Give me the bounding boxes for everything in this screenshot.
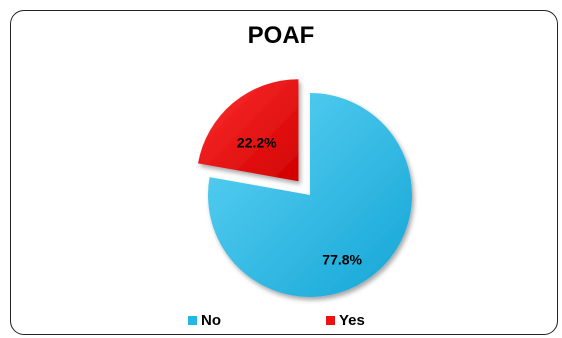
pie-slice-yes [198,79,298,181]
legend-item-yes: Yes [326,312,365,329]
legend-swatch-no [188,316,197,325]
legend-item-no: No [188,312,221,329]
legend: No Yes [0,312,562,330]
legend-label-yes: Yes [339,312,365,329]
legend-swatch-yes [326,316,335,325]
data-label-no: 77.8% [322,252,362,268]
legend-label-no: No [201,312,221,329]
data-label-yes: 22.2% [237,134,277,150]
